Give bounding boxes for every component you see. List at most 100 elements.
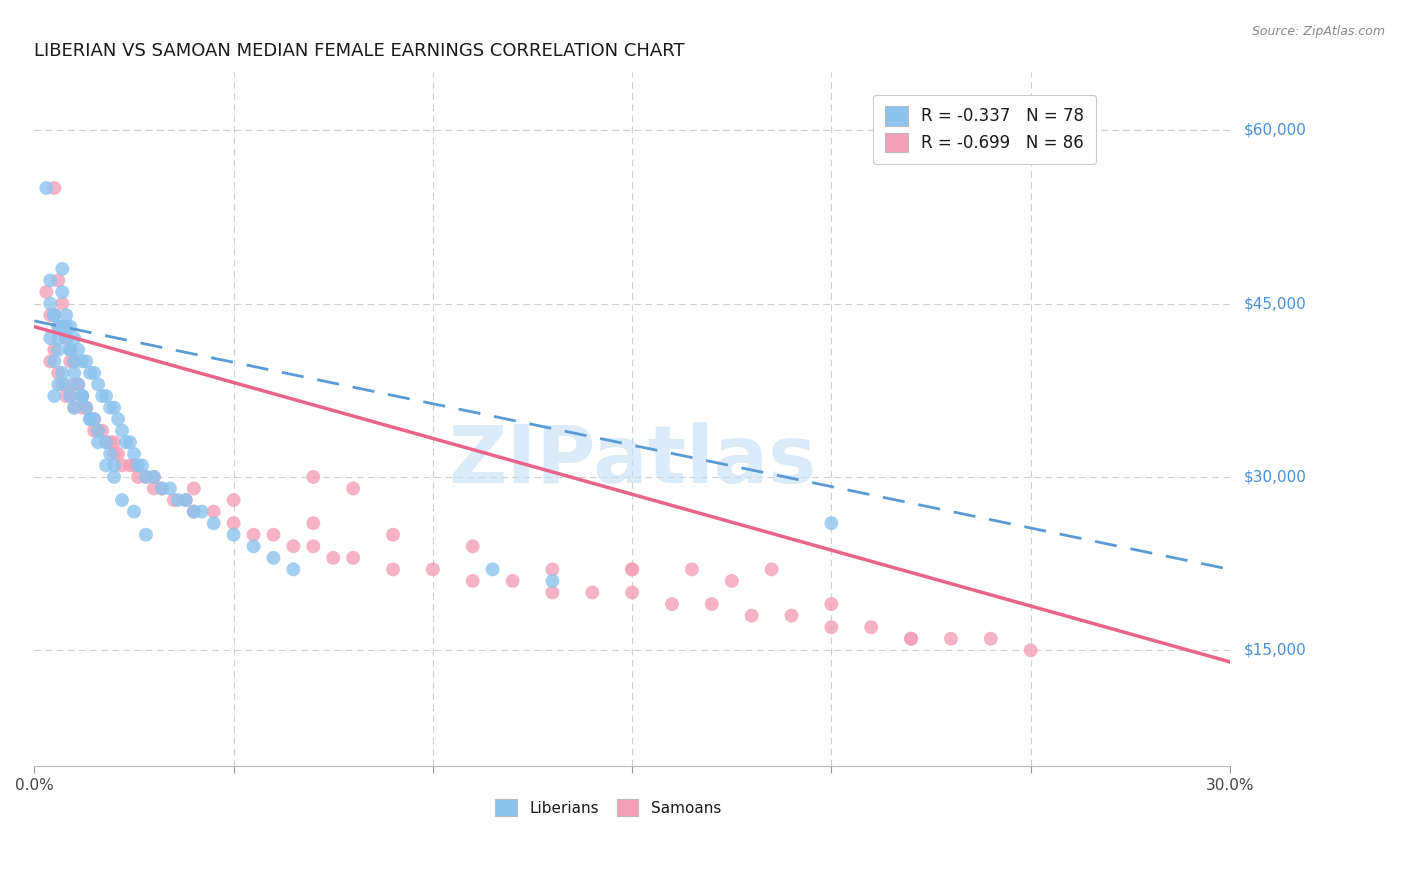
Point [115, 435, 138, 450]
Point [51, 366, 73, 380]
Point [202, 505, 225, 519]
Point [700, 597, 723, 611]
Point [681, 562, 703, 576]
Point [111, 424, 134, 438]
Point [183, 505, 205, 519]
Point [621, 585, 644, 599]
Point [70, 389, 93, 403]
Point [183, 482, 205, 496]
Point [87, 435, 110, 450]
Point [35, 285, 58, 299]
Point [302, 516, 325, 531]
Point [39, 308, 62, 322]
Point [55, 331, 77, 345]
Text: Source: ZipAtlas.com: Source: ZipAtlas.com [1251, 25, 1385, 38]
Point [79, 412, 101, 426]
Point [98, 447, 121, 461]
Point [91, 424, 114, 438]
Text: $15,000: $15,000 [1244, 643, 1306, 657]
Point [135, 527, 157, 541]
Point [242, 539, 264, 553]
Point [59, 319, 82, 334]
Point [83, 424, 105, 438]
Point [242, 527, 264, 541]
Point [44, 343, 66, 357]
Point [127, 458, 149, 473]
Point [174, 493, 197, 508]
Point [46, 366, 69, 380]
Point [107, 412, 129, 426]
Point [39, 331, 62, 345]
Point [87, 424, 110, 438]
Point [63, 354, 86, 368]
Point [70, 354, 93, 368]
Point [142, 470, 165, 484]
Point [322, 550, 344, 565]
Point [939, 632, 962, 646]
Point [55, 377, 77, 392]
Point [900, 632, 922, 646]
Point [122, 505, 145, 519]
Legend: Liberians, Samoans: Liberians, Samoans [488, 791, 728, 824]
Point [422, 562, 444, 576]
Point [91, 389, 114, 403]
Point [720, 574, 742, 588]
Point [63, 377, 86, 392]
Point [63, 401, 86, 415]
Point [202, 516, 225, 531]
Point [142, 470, 165, 484]
Point [44, 354, 66, 368]
Point [35, 181, 58, 195]
Text: ZIPatlas: ZIPatlas [449, 422, 817, 500]
Point [94, 435, 117, 450]
Point [541, 585, 564, 599]
Point [70, 389, 93, 403]
Point [166, 493, 188, 508]
Point [382, 562, 405, 576]
Point [44, 308, 66, 322]
Point [98, 435, 121, 450]
Point [55, 331, 77, 345]
Point [59, 343, 82, 357]
Point [55, 319, 77, 334]
Point [150, 482, 173, 496]
Point [541, 562, 564, 576]
Point [51, 377, 73, 392]
Point [111, 493, 134, 508]
Point [44, 308, 66, 322]
Point [222, 516, 245, 531]
Point [263, 527, 285, 541]
Point [183, 505, 205, 519]
Point [103, 470, 125, 484]
Point [39, 296, 62, 310]
Point [621, 562, 644, 576]
Point [59, 389, 82, 403]
Point [820, 516, 842, 531]
Text: $30,000: $30,000 [1244, 469, 1306, 484]
Point [302, 470, 325, 484]
Point [122, 447, 145, 461]
Point [820, 620, 842, 634]
Point [75, 401, 97, 415]
Point [70, 389, 93, 403]
Point [780, 608, 803, 623]
Point [46, 331, 69, 345]
Point [103, 447, 125, 461]
Point [51, 319, 73, 334]
Point [51, 285, 73, 299]
Point [131, 458, 153, 473]
Point [46, 319, 69, 334]
Point [59, 354, 82, 368]
Point [51, 261, 73, 276]
Point [118, 458, 141, 473]
Point [103, 458, 125, 473]
Point [107, 447, 129, 461]
Point [83, 412, 105, 426]
Point [103, 401, 125, 415]
Point [55, 308, 77, 322]
Point [63, 354, 86, 368]
Point [75, 401, 97, 415]
Point [661, 597, 683, 611]
Point [79, 366, 101, 380]
Point [79, 412, 101, 426]
